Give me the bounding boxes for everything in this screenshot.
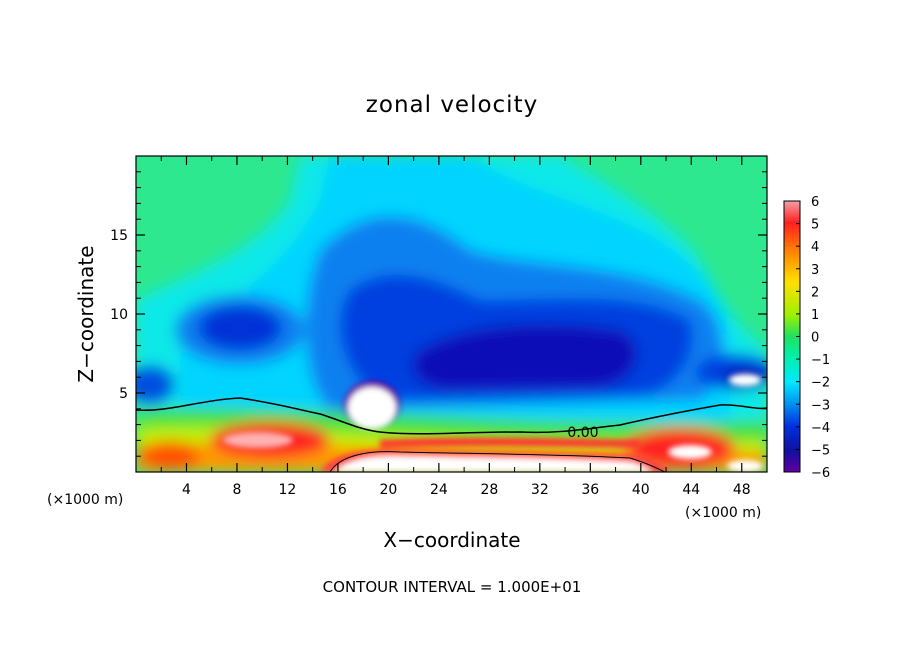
- colorbar-tick-label: 0: [811, 331, 819, 346]
- y-axis-ticks: 5 10 15: [110, 171, 767, 457]
- colorbar-tick-label: 3: [811, 263, 819, 278]
- x-tick-label: 36: [581, 482, 599, 498]
- x-axis-label: X−coordinate: [383, 528, 520, 552]
- x-tick-label: 20: [379, 482, 397, 498]
- x-tick-label: 12: [279, 482, 297, 498]
- colorbar-tick-label: −4: [811, 421, 830, 436]
- x-tick-label: 24: [430, 482, 448, 498]
- colorbar-tick-label: 4: [811, 240, 819, 255]
- colorbar-tick-label: 6: [811, 195, 819, 210]
- y-tick-label: 10: [110, 307, 128, 323]
- x-tick-label: 4: [182, 482, 191, 498]
- heatmap-field: [136, 156, 767, 472]
- x-tick-label: 28: [480, 482, 498, 498]
- y-tick-label: 5: [119, 386, 128, 402]
- x-tick-label: 32: [531, 482, 549, 498]
- colorbar-ticks: 6 5 4 3 2 1 0 −1 −2 −3 −4 −5 −6: [796, 195, 830, 481]
- x-tick-label: 16: [329, 482, 347, 498]
- colorbar-tick-label: 5: [811, 218, 819, 233]
- y-tick-label: 15: [110, 228, 128, 244]
- x-axis-ticks: 4 8 12 16 20 24 28 32 36 40 44 48: [160, 156, 751, 498]
- colorbar-tick-label: −3: [811, 398, 830, 413]
- x-unit-right: (×1000 m): [685, 505, 761, 521]
- x-tick-label: 44: [682, 482, 700, 498]
- y-axis-label: Z−coordinate: [74, 245, 98, 382]
- contour-interval-note: CONTOUR INTERVAL = 1.000E+01: [323, 578, 582, 596]
- colorbar-tick-label: −1: [811, 353, 830, 368]
- colorbar-tick-label: −5: [811, 443, 830, 458]
- colorbar-tick-label: −2: [811, 376, 830, 391]
- x-tick-label: 40: [632, 482, 650, 498]
- x-tick-label: 48: [733, 482, 751, 498]
- x-tick-label: 8: [232, 482, 241, 498]
- colorbar-tick-label: −6: [811, 466, 830, 481]
- colorbar-tick-label: 1: [811, 308, 819, 323]
- contour-label: 0.00: [567, 425, 598, 441]
- x-unit-left: (×1000 m): [47, 492, 123, 508]
- chart-title: zonal velocity: [366, 92, 538, 118]
- colorbar-tick-label: 2: [811, 285, 819, 300]
